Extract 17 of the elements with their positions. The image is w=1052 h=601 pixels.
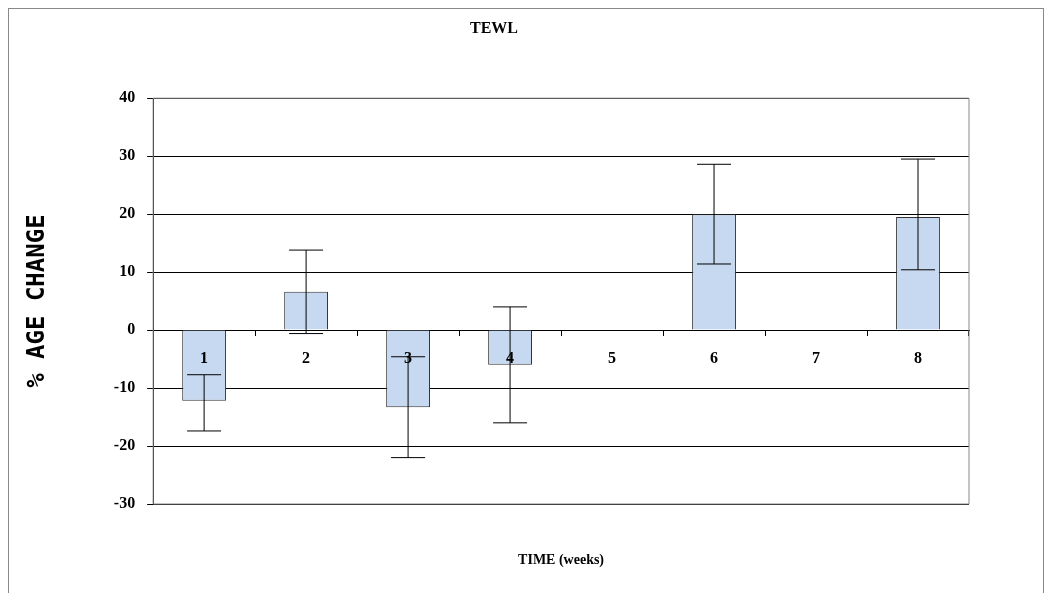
x-tick-label: 6	[710, 348, 719, 366]
y-tick-label: 40	[119, 88, 136, 106]
y-tick-label: -30	[113, 494, 136, 512]
y-axis-title: % AGE CHANGE	[21, 214, 50, 388]
chart-title: TEWL	[469, 18, 519, 36]
y-tick-label: 0	[127, 320, 136, 338]
x-axis-title: TIME (weeks)	[518, 551, 605, 568]
x-tick-label: 5	[608, 348, 617, 366]
x-tick-label: 1	[200, 348, 209, 366]
x-tick-label: 7	[812, 348, 821, 366]
x-tick-label: 2	[302, 348, 311, 366]
y-tick-label: 30	[119, 146, 136, 164]
y-tick-label: 10	[119, 262, 136, 280]
x-tick-label: 8	[914, 348, 923, 366]
y-tick-label: -10	[113, 378, 136, 396]
y-tick-label: 20	[119, 204, 136, 222]
y-tick-label: -20	[113, 436, 136, 454]
